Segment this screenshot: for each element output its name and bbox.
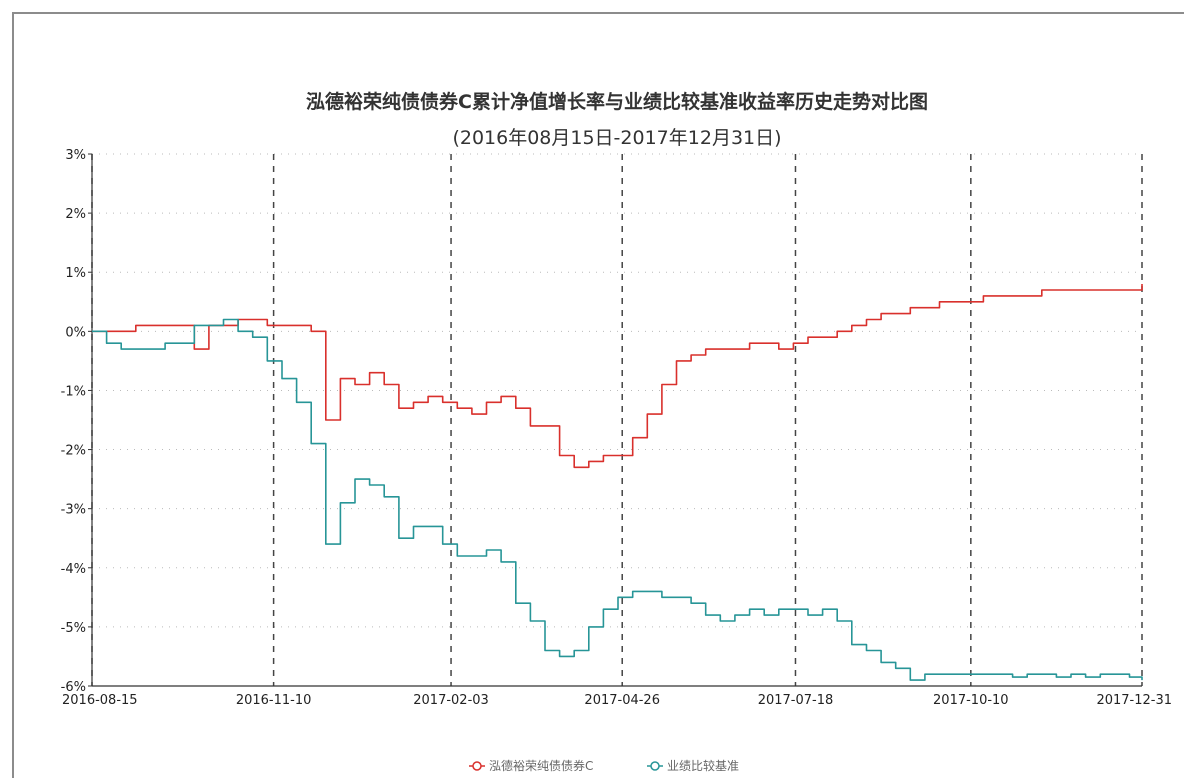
series-line-1 [92, 318, 1143, 681]
legend-swatch-marker [650, 761, 660, 771]
y-tick-label: -6% [61, 680, 86, 695]
y-tick-label: 3% [65, 148, 86, 163]
y-tick-label: 2% [65, 207, 86, 222]
y-tick-label: 1% [65, 266, 86, 281]
y-tick-label: -3% [61, 503, 86, 518]
x-tick-label: 2016-11-10 [236, 693, 312, 708]
y-tick-label: 0% [65, 325, 86, 340]
y-tick-label: -5% [61, 621, 86, 636]
axes [91, 154, 1142, 687]
x-tick-label: 2017-10-10 [933, 693, 1009, 708]
y-tick-label: -2% [61, 444, 86, 459]
series-lines [92, 284, 1143, 681]
chart-title: 泓德裕荣纯债债券C累计净值增长率与业绩比较基准收益率历史走势对比图 [306, 90, 928, 113]
legend-swatch-marker [472, 761, 482, 771]
x-tick-label: 2017-04-26 [584, 693, 660, 708]
chart-frame: 泓德裕荣纯债债券C累计净值增长率与业绩比较基准收益率历史走势对比图 (2016年… [12, 12, 1184, 778]
y-axis-labels: 3% 2% 1% 0% -1% -2% -3% -4% -5% -6% [61, 148, 86, 695]
x-tick-label: 2016-08-15 [62, 693, 138, 708]
x-tick-label: 2017-02-03 [413, 693, 489, 708]
x-tick-label: 2017-07-18 [758, 693, 834, 708]
y-tick-label: -1% [61, 384, 86, 399]
x-tick-label: 2017-12-31 [1096, 693, 1172, 708]
series-line-0 [92, 284, 1143, 469]
chart-canvas: 泓德裕荣纯债债券C累计净值增长率与业绩比较基准收益率历史走势对比图 (2016年… [61, 90, 1172, 773]
grid-lines [88, 153, 1143, 687]
y-tick-label: -4% [61, 562, 86, 577]
x-axis-labels: 2016-08-15 2016-11-10 2017-02-03 2017-04-26… [62, 693, 1172, 708]
chart-subtitle: (2016年08月15日-2017年12月31日) [452, 127, 781, 149]
